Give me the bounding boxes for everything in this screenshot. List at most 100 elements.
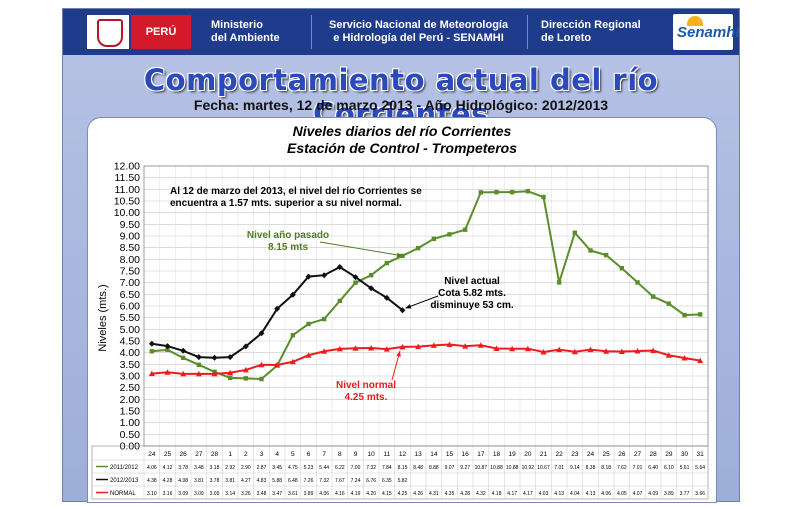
- table-cell: 7.01: [633, 465, 643, 471]
- data-point: [618, 348, 625, 354]
- table-cell: 4.17: [523, 491, 533, 497]
- annotation-last-year: Nivel año pasado: [247, 230, 329, 241]
- table-cell: 7.01: [554, 465, 564, 471]
- table-cell: 8.48: [413, 465, 423, 471]
- table-cell: 9.14: [570, 465, 580, 471]
- data-point: [478, 190, 484, 195]
- data-point: [289, 358, 296, 365]
- y-tick-label: 11.00: [115, 184, 141, 196]
- country-label: PERÚ: [131, 15, 191, 49]
- x-tick-label: 28: [211, 451, 219, 458]
- chart-panel: Niveles diarios del río Corrientes Estac…: [87, 117, 717, 503]
- data-point: [321, 316, 327, 322]
- annotation-current: Cota 5.82 mts.: [438, 288, 506, 299]
- table-cell: 4.09: [648, 491, 658, 497]
- table-cell: 8.38: [586, 465, 596, 471]
- data-point: [650, 347, 657, 354]
- data-point: [509, 345, 516, 352]
- table-cell: 4.08: [178, 478, 188, 484]
- chart-title: Niveles diarios del río Corrientes: [293, 123, 512, 139]
- table-cell: 4.32: [476, 491, 486, 497]
- table-cell: 3.89: [304, 491, 314, 497]
- x-tick-label: 31: [697, 451, 705, 458]
- page-subtitle: Fecha: martes, 12 de marzo 2013 - Año Hi…: [193, 97, 609, 113]
- y-tick-label: 3.50: [120, 359, 141, 371]
- data-point: [430, 342, 437, 348]
- table-cell: 3.78: [178, 465, 188, 471]
- ministry-label: Ministerio del Ambiente: [211, 19, 280, 44]
- x-tick-label: 28: [650, 451, 658, 458]
- data-point: [336, 264, 343, 271]
- table-cell: 4.03: [539, 491, 549, 497]
- data-point: [290, 332, 296, 338]
- table-cell: 8.15: [398, 465, 408, 471]
- x-tick-label: 13: [415, 451, 423, 458]
- data-point: [541, 194, 546, 200]
- x-tick-label: 27: [634, 451, 642, 458]
- data-point: [540, 348, 547, 355]
- table-cell: 4.28: [460, 491, 470, 497]
- x-tick-label: 8: [338, 451, 342, 458]
- table-cell: 4.06: [319, 491, 329, 497]
- table-cell: 7.67: [335, 478, 345, 484]
- data-point: [289, 291, 296, 298]
- levels-chart: Niveles diarios del río Corrientes Estac…: [91, 123, 709, 500]
- data-point: [321, 348, 328, 354]
- series-line: [151, 190, 701, 381]
- data-point: [666, 301, 672, 306]
- table-cell: 4.05: [617, 491, 627, 497]
- data-point: [227, 369, 234, 376]
- data-point: [368, 285, 375, 292]
- data-point: [697, 312, 703, 317]
- x-tick-label: 24: [587, 451, 595, 458]
- data-point: [572, 230, 578, 235]
- y-tick-label: 9.50: [120, 219, 141, 231]
- data-point: [306, 321, 311, 327]
- data-point: [556, 346, 563, 353]
- table-cell: 6.48: [288, 478, 298, 484]
- table-cell: 5.88: [272, 478, 282, 484]
- y-tick-label: 2.00: [120, 394, 141, 406]
- table-cell: 8.18: [601, 465, 611, 471]
- x-tick-label: 16: [462, 451, 470, 458]
- table-cell: 4.83: [257, 478, 267, 484]
- arrow-last-year: [319, 241, 403, 257]
- table-cell: 4.04: [570, 491, 580, 497]
- legend-label: 2012/2013: [110, 478, 139, 484]
- table-cell: 5.61: [680, 465, 690, 471]
- x-tick-label: 3: [260, 451, 264, 458]
- y-tick-label: 5.00: [120, 324, 141, 336]
- table-cell: 4.12: [163, 465, 173, 471]
- table-cell: 9.27: [460, 465, 470, 471]
- data-point: [634, 348, 641, 354]
- x-tick-label: 10: [368, 451, 376, 458]
- service-label: Servicio Nacional de Meteorología e Hidro…: [329, 19, 509, 44]
- data-point: [211, 354, 218, 361]
- data-point: [477, 342, 484, 348]
- data-point: [164, 343, 171, 350]
- data-point: [321, 272, 328, 279]
- data-point: [227, 375, 233, 381]
- table-cell: 6.22: [335, 465, 345, 471]
- y-tick-label: 0.50: [120, 429, 141, 441]
- x-tick-label: 19: [509, 451, 517, 458]
- table-cell: 3.09: [194, 491, 204, 497]
- y-tick-label: 12.00: [114, 161, 140, 173]
- peru-coat-of-arms-icon: [87, 15, 129, 49]
- series-line: [151, 265, 404, 359]
- data-point: [305, 352, 312, 358]
- table-cell: 4.16: [335, 491, 345, 497]
- data-point: [462, 227, 468, 232]
- data-point: [353, 280, 358, 285]
- x-tick-label: 9: [354, 451, 358, 458]
- table-cell: 10.67: [537, 465, 550, 471]
- data-point: [681, 355, 688, 361]
- table-cell: 4.31: [429, 491, 439, 497]
- table-cell: 3.81: [194, 478, 204, 484]
- y-tick-label: 1.00: [120, 417, 141, 429]
- data-point: [447, 232, 452, 237]
- table-cell: 3.61: [288, 491, 298, 497]
- table-cell: 4.17: [507, 491, 517, 497]
- legend-label: NORMAL: [110, 491, 136, 497]
- data-point: [195, 370, 202, 377]
